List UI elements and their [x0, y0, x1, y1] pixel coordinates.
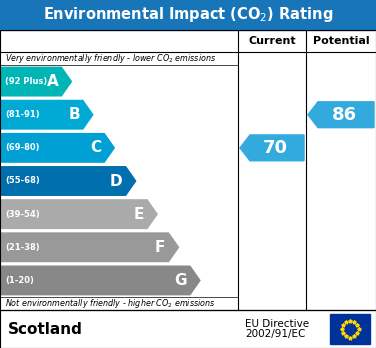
Bar	[0, 310, 376, 348]
Text: Not environmentally friendly - higher CO$_2$ emissions: Not environmentally friendly - higher CO…	[5, 297, 215, 310]
Text: 2002/91/EC: 2002/91/EC	[245, 329, 305, 339]
Text: D: D	[110, 174, 123, 189]
Text: (39-54): (39-54)	[5, 209, 39, 219]
Polygon shape	[308, 102, 374, 128]
Text: F: F	[155, 240, 165, 255]
Text: (21-38): (21-38)	[5, 243, 39, 252]
Polygon shape	[0, 233, 179, 262]
Text: (1-20): (1-20)	[5, 276, 34, 285]
Polygon shape	[0, 67, 71, 96]
Text: G: G	[174, 273, 187, 288]
Text: 86: 86	[331, 106, 356, 124]
Text: Very environmentally friendly - lower CO$_2$ emissions: Very environmentally friendly - lower CO…	[5, 52, 216, 65]
Text: Current: Current	[248, 36, 296, 46]
Text: (81-91): (81-91)	[5, 110, 39, 119]
Text: 70: 70	[262, 139, 288, 157]
Polygon shape	[0, 134, 114, 162]
Polygon shape	[0, 101, 93, 129]
Bar	[0, 30, 376, 310]
Text: E: E	[134, 207, 144, 222]
Text: Environmental Impact (CO$_2$) Rating: Environmental Impact (CO$_2$) Rating	[43, 6, 333, 24]
Text: (92 Plus): (92 Plus)	[5, 77, 47, 86]
Text: Scotland: Scotland	[8, 322, 83, 337]
Bar	[0, 0, 376, 30]
Polygon shape	[0, 200, 157, 228]
Bar	[0, 310, 376, 348]
Polygon shape	[0, 167, 136, 195]
Text: (69-80): (69-80)	[5, 143, 39, 152]
Text: Potential: Potential	[313, 36, 369, 46]
Polygon shape	[240, 135, 304, 161]
Polygon shape	[0, 266, 200, 295]
Text: EU Directive: EU Directive	[245, 319, 309, 329]
Bar	[330, 314, 370, 344]
Text: C: C	[90, 140, 101, 155]
Text: B: B	[68, 107, 80, 122]
Text: (55-68): (55-68)	[5, 176, 40, 185]
Text: A: A	[47, 74, 58, 89]
